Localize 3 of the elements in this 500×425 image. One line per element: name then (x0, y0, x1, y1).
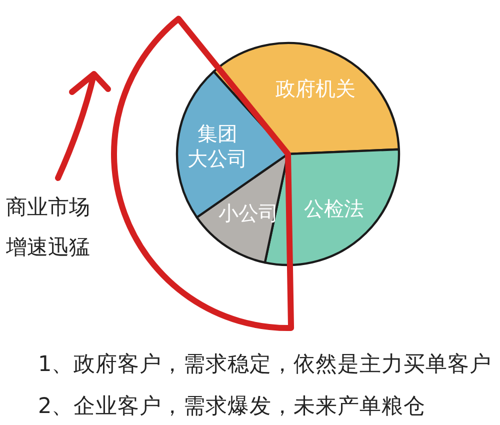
annotation: 1、政府客户，需求稳定，依然是主力买单客户 (38, 352, 492, 376)
annotation: 商业市场增速迅猛 (6, 195, 90, 259)
annotation: 2、企业客户，需求爆发，未来产单粮仓 (38, 394, 426, 418)
